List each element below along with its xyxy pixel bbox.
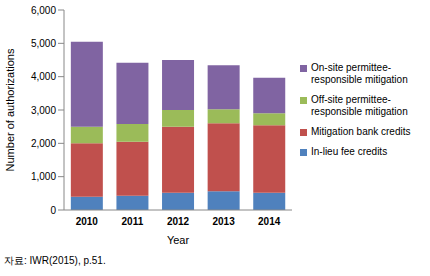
svg-text:3,000: 3,000 bbox=[31, 105, 56, 116]
html-text:Off-site permittee-responsible: Off-site permittee-responsible mitigatio… bbox=[311, 94, 408, 117]
svg-text:4,000: 4,000 bbox=[31, 71, 56, 82]
svg-text:5,000: 5,000 bbox=[31, 38, 56, 49]
svg-text:1,000: 1,000 bbox=[31, 171, 56, 182]
svg-text:2012: 2012 bbox=[167, 216, 190, 227]
html-text:자료: IWR(2015), p.51.: 자료: IWR(2015), p.51. bbox=[4, 255, 106, 266]
svg-text:2010: 2010 bbox=[76, 216, 99, 227]
html-text:In-lieu fee credits: In-lieu fee credits bbox=[311, 146, 388, 157]
svg-text:Number of authorizations: Number of authorizations bbox=[8, 48, 16, 171]
svg-text:2011: 2011 bbox=[122, 216, 144, 227]
html-text:Mitigation bank credits: Mitigation bank credits bbox=[311, 126, 411, 137]
svg-text:6,000: 6,000 bbox=[31, 5, 56, 16]
svg-text:2013: 2013 bbox=[212, 216, 235, 227]
svg-text:2014: 2014 bbox=[258, 216, 281, 227]
svg-text:2,000: 2,000 bbox=[31, 138, 56, 149]
svg-text:0: 0 bbox=[50, 205, 56, 216]
html-text:On-site permittee-responsible: On-site permittee-responsible mitigation bbox=[311, 62, 408, 85]
svg-text:Year: Year bbox=[167, 234, 190, 246]
